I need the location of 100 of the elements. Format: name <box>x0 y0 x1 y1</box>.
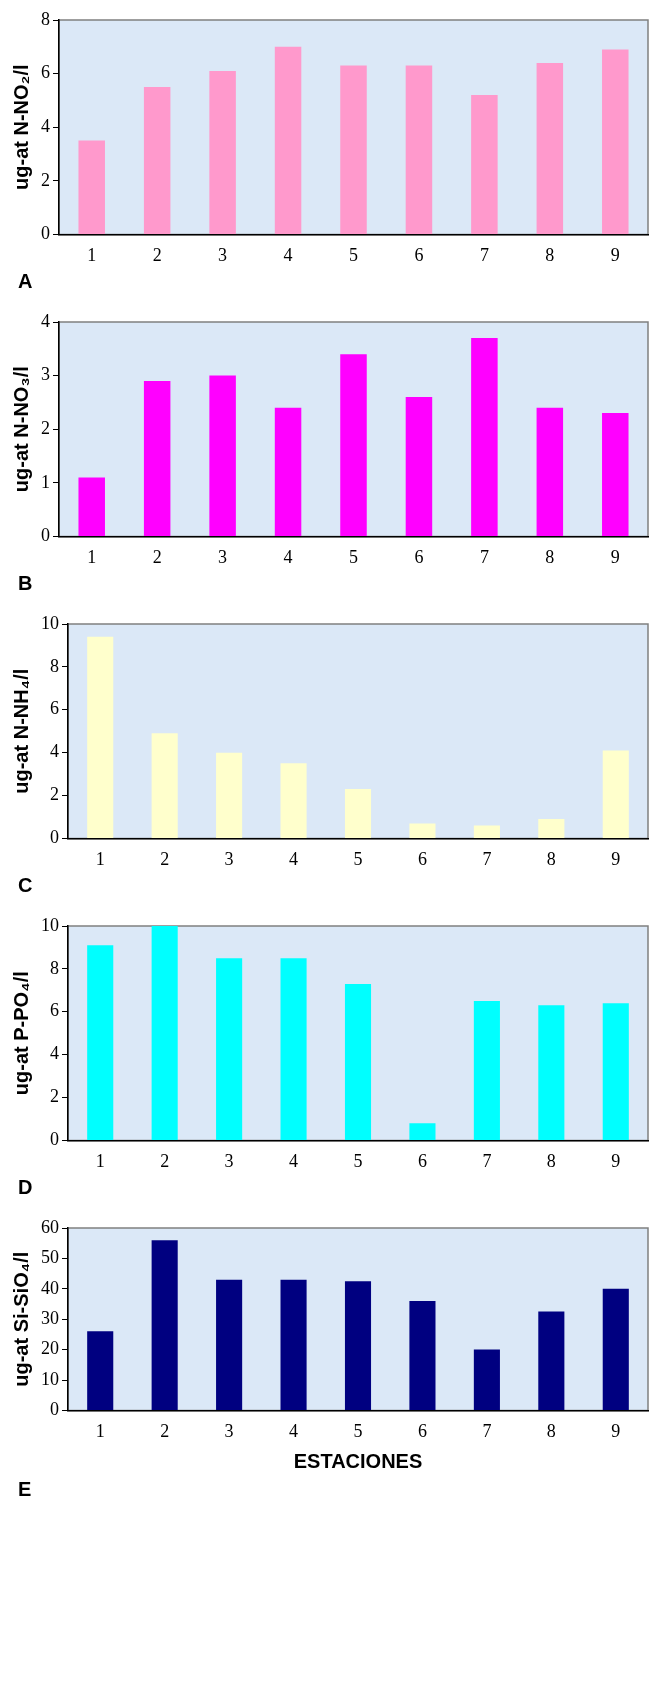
bar <box>209 375 236 536</box>
y-tick-label: 8 <box>41 8 50 29</box>
x-tick-label: 1 <box>87 244 97 265</box>
bar <box>344 1281 372 1410</box>
x-tick-label: 3 <box>218 244 228 265</box>
x-tick-label: 5 <box>349 546 358 567</box>
y-tick-label: 50 <box>41 1247 59 1268</box>
x-tick-label: 7 <box>482 1150 492 1171</box>
y-tick-label: 8 <box>50 957 59 978</box>
bar <box>216 1279 243 1410</box>
bar <box>216 958 243 1140</box>
x-tick-label: 1 <box>95 848 105 869</box>
x-tick-label: 7 <box>479 244 489 265</box>
bar <box>143 380 171 536</box>
x-tick-label: 9 <box>611 1420 621 1441</box>
bar <box>78 140 105 234</box>
bar <box>602 49 629 234</box>
bar <box>280 1279 307 1410</box>
y-axis-title: ug-at N-NH₄/l <box>9 668 32 794</box>
y-axis-title: ug-at Si-SiO₄/l <box>9 1251 32 1387</box>
x-tick-label: 5 <box>349 244 358 265</box>
y-tick-label: 6 <box>41 62 50 83</box>
bar <box>602 750 629 838</box>
y-tick-label: 20 <box>41 1338 59 1359</box>
bar <box>538 1005 565 1140</box>
x-tick-label: 9 <box>611 1150 621 1171</box>
bar <box>87 636 114 838</box>
x-tick-label: 7 <box>479 546 489 567</box>
bar <box>151 1240 178 1410</box>
y-axis-title: ug-at N-NO₃/l <box>9 366 32 493</box>
bar <box>151 733 178 838</box>
bar <box>143 87 171 234</box>
y-tick-label: 60 <box>41 1216 59 1237</box>
x-tick-label: 1 <box>95 1150 105 1171</box>
y-tick-label: 10 <box>41 1368 59 1389</box>
y-tick-label: 40 <box>41 1277 59 1298</box>
x-tick-label: 2 <box>160 1420 170 1441</box>
x-tick-label: 9 <box>610 244 620 265</box>
x-tick-label: 1 <box>95 1420 105 1441</box>
y-tick-label: 10 <box>41 612 59 633</box>
bar <box>536 62 564 234</box>
x-tick-label: 5 <box>353 848 363 869</box>
x-tick-label: 4 <box>289 848 299 869</box>
y-tick-label: 10 <box>41 914 59 935</box>
bar <box>87 1331 114 1410</box>
y-tick-label: 1 <box>41 471 50 492</box>
y-tick-label: 6 <box>50 698 59 719</box>
text: C <box>18 874 34 898</box>
y-tick-label: 4 <box>41 115 50 136</box>
bar <box>209 70 236 234</box>
bar <box>274 407 302 536</box>
bar <box>409 823 436 838</box>
text: A <box>18 270 34 294</box>
bar <box>280 763 307 838</box>
bar <box>602 413 629 536</box>
x-tick-label: 3 <box>224 1420 234 1441</box>
bar <box>87 945 114 1140</box>
bar <box>340 65 367 234</box>
x-tick-label: 8 <box>546 1150 556 1171</box>
x-tick-label: 5 <box>353 1150 363 1171</box>
bar <box>473 1001 500 1140</box>
y-tick-label: 4 <box>50 1043 59 1064</box>
x-tick-label: 7 <box>482 1420 492 1441</box>
text: D <box>18 1176 34 1200</box>
y-tick-label: 2 <box>41 169 50 190</box>
y-tick-label: 8 <box>50 655 59 676</box>
x-tick-label: 4 <box>283 546 293 567</box>
bar <box>344 789 372 838</box>
y-tick-label: 2 <box>50 1086 59 1107</box>
x-tick-label: 9 <box>611 848 621 869</box>
y-tick-label: 3 <box>41 364 50 385</box>
bar <box>344 983 372 1140</box>
y-tick-label: 30 <box>41 1307 59 1328</box>
bar <box>78 477 105 536</box>
y-tick-label: 2 <box>41 417 50 438</box>
bar <box>473 1349 500 1410</box>
x-tick-label: 3 <box>218 546 228 567</box>
x-tick-label: 3 <box>224 1150 234 1171</box>
y-tick-label: 0 <box>41 525 50 546</box>
bar <box>538 819 565 838</box>
x-tick-label: 2 <box>152 546 162 567</box>
bar <box>280 958 307 1140</box>
x-tick-label: 2 <box>160 848 170 869</box>
x-tick-label: 8 <box>546 848 556 869</box>
text: B <box>18 572 34 596</box>
x-axis-title: ESTACIONES <box>293 1449 423 1472</box>
bar <box>471 95 498 234</box>
x-tick-label: 8 <box>545 244 555 265</box>
x-tick-label: 6 <box>417 848 427 869</box>
y-tick-label: 0 <box>50 1399 59 1420</box>
y-tick-label: 0 <box>41 223 50 244</box>
x-tick-label: 6 <box>417 1420 427 1441</box>
bar <box>340 354 367 536</box>
bar <box>274 46 302 234</box>
x-tick-label: 6 <box>417 1150 427 1171</box>
y-tick-label: 4 <box>50 741 59 762</box>
y-tick-label: 6 <box>50 1000 59 1021</box>
x-tick-label: 6 <box>414 244 424 265</box>
y-tick-label: 4 <box>41 310 50 331</box>
y-tick-label: 0 <box>50 827 59 848</box>
